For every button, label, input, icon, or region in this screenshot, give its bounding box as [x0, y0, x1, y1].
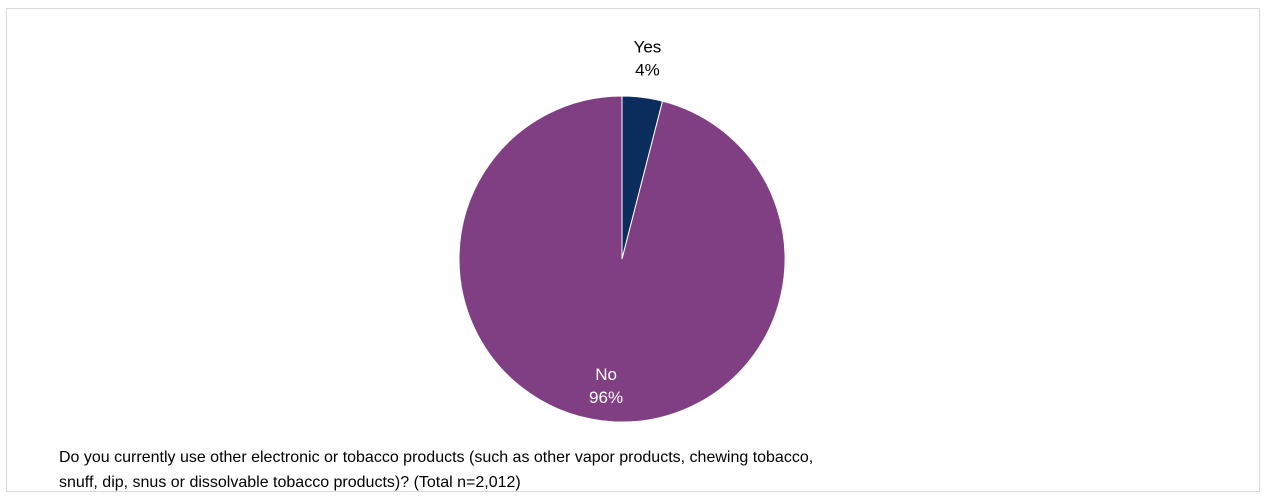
pie-slice-no: [458, 95, 786, 423]
slice-value-label: 96%: [589, 388, 623, 407]
caption-line-1: Do you currently use other electronic or…: [59, 449, 814, 466]
chart-caption: Do you currently use other electronic or…: [59, 445, 979, 495]
caption-line-2: snuff, dip, snus or dissolvable tobacco …: [59, 474, 521, 491]
slice-label-no: No 96%: [589, 365, 623, 407]
slice-category-label: No: [595, 365, 617, 384]
slice-label-yes: Yes 4%: [634, 38, 662, 80]
pie-chart: Yes 4% No 96%: [458, 38, 786, 423]
slice-category-label: Yes: [634, 38, 662, 57]
slice-value-label: 4%: [635, 61, 660, 80]
chart-frame: Yes 4% No 96% Do you currently use other el…: [6, 8, 1260, 492]
